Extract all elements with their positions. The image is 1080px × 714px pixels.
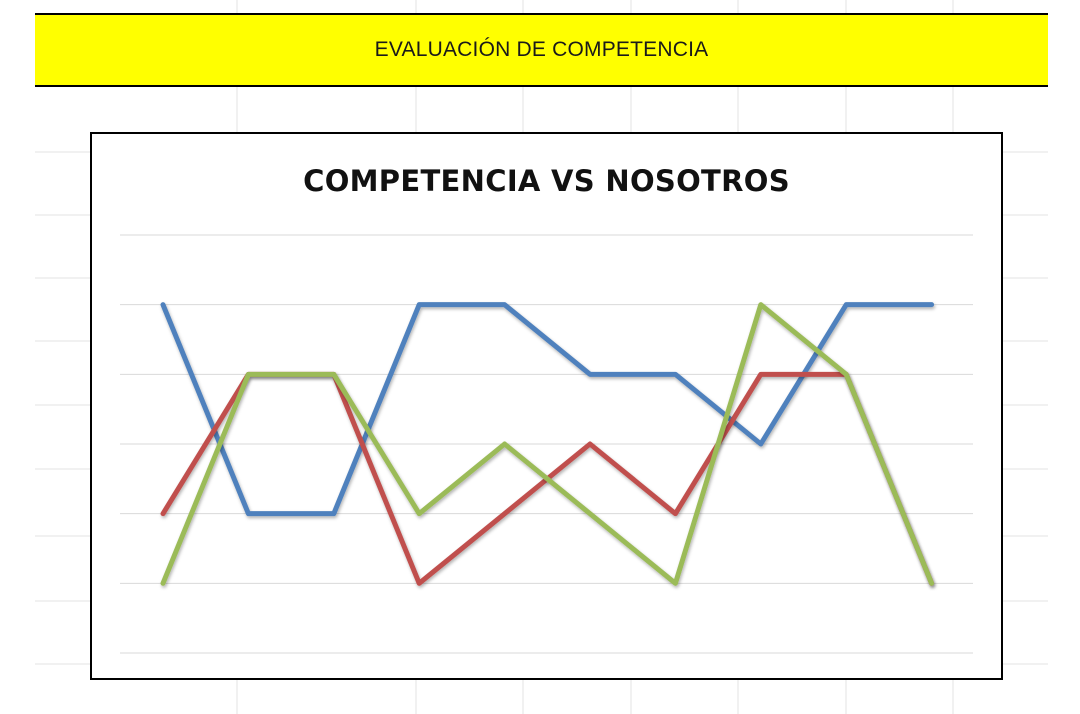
chart-title: COMPETENCIA VS NOSOTROS [303, 164, 790, 198]
line-chart-plot [120, 234, 973, 654]
sheet-header-band[interactable]: EVALUACIÓN DE COMPETENCIA [35, 13, 1048, 87]
chart-container[interactable]: COMPETENCIA VS NOSOTROS [90, 132, 1003, 680]
series-line-1 [160, 302, 935, 517]
sheet-header-title: EVALUACIÓN DE COMPETENCIA [374, 38, 709, 61]
series-line-3 [160, 302, 935, 586]
